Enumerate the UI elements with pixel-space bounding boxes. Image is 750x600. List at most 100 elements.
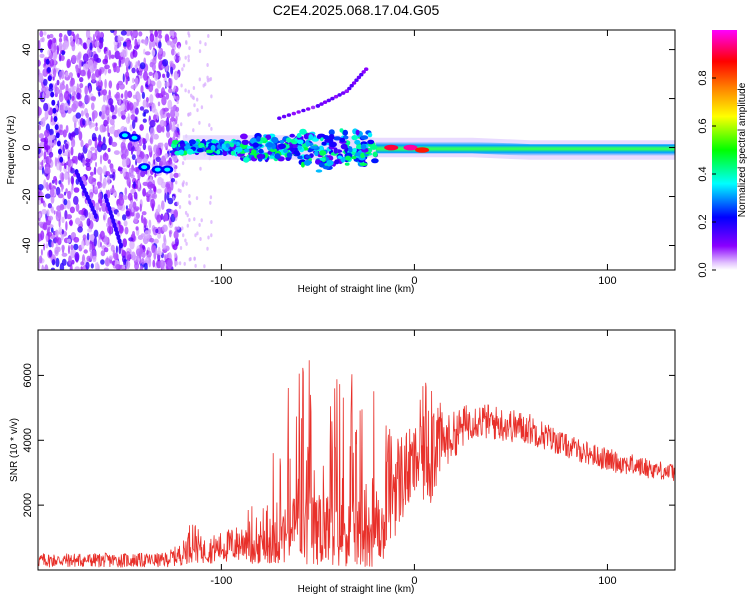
- noise-blob: [187, 58, 190, 63]
- ridge-blob: [348, 146, 353, 153]
- noise-blob: [48, 182, 52, 190]
- noise-blob: [110, 164, 114, 173]
- noise-blob: [91, 110, 98, 119]
- noise-blob: [131, 230, 136, 237]
- noise-blob: [107, 159, 112, 165]
- noise-blob: [49, 128, 54, 136]
- noise-blob: [172, 240, 175, 245]
- snr-line: [38, 360, 675, 568]
- noise-blob: [121, 114, 126, 120]
- noise-blob: [73, 243, 79, 251]
- noise-blob: [47, 231, 53, 237]
- noise-blob: [181, 183, 185, 188]
- noise-blob: [124, 90, 128, 100]
- y-tick-label: 2000: [22, 493, 34, 517]
- noise-blob: [103, 119, 108, 127]
- noise-blob: [56, 205, 62, 212]
- noise-blob: [125, 157, 130, 166]
- noise-blob: [38, 160, 41, 170]
- noise-blob: [138, 74, 143, 79]
- noise-blob: [144, 51, 151, 56]
- x-tick-label: -100: [210, 575, 232, 587]
- noise-blob: [164, 153, 169, 159]
- noise-blob: [195, 196, 199, 201]
- trace-point: [354, 78, 359, 82]
- noise-blob: [149, 94, 154, 104]
- noise-blob: [69, 206, 75, 214]
- noise-blob: [137, 171, 141, 181]
- noise-blob: [73, 195, 79, 205]
- noise-blob: [144, 230, 150, 239]
- noise-blob: [95, 162, 97, 167]
- ridge-blob: [290, 147, 294, 152]
- noise-blob: [67, 30, 72, 37]
- ridge-blob: [289, 133, 296, 138]
- noise-blob: [133, 191, 138, 200]
- noise-blob: [58, 53, 62, 62]
- noise-blob: [88, 139, 92, 146]
- noise-blob: [43, 179, 47, 189]
- noise-streak: [50, 91, 55, 98]
- noise-blob: [126, 102, 130, 111]
- noise-blob: [55, 235, 59, 243]
- noise-blob: [76, 92, 81, 100]
- noise-blob: [86, 117, 90, 126]
- noise-blob: [130, 212, 135, 217]
- noise-streak: [56, 140, 61, 147]
- noise-blob: [165, 92, 170, 100]
- trace-point: [333, 94, 339, 99]
- ridge-blob: [283, 149, 289, 153]
- noise-blob: [182, 63, 186, 68]
- noise-blob: [98, 91, 101, 97]
- noise-blob: [170, 178, 176, 183]
- noise-blob: [204, 42, 207, 47]
- noise-blob: [67, 190, 72, 200]
- noise-blob: [198, 49, 202, 54]
- noise-blob: [90, 146, 96, 151]
- noise-blob: [87, 68, 92, 79]
- noise-blob: [88, 120, 93, 129]
- ridge-blob: [278, 143, 286, 150]
- noise-blob: [47, 215, 54, 221]
- noise-blob: [70, 166, 73, 172]
- noise-blob: [97, 32, 100, 39]
- ridge-blob: [267, 150, 273, 155]
- noise-blob: [159, 259, 165, 270]
- noise-streak: [55, 132, 60, 139]
- noise-blob: [206, 63, 209, 67]
- trace-point: [349, 83, 354, 88]
- noise-blob: [151, 102, 156, 113]
- noise-blob: [170, 106, 175, 115]
- noise-blob: [125, 205, 128, 210]
- ridge-blob: [241, 139, 249, 145]
- noise-blob: [47, 91, 51, 97]
- noise-streak: [52, 107, 57, 114]
- noise-blob: [80, 266, 83, 270]
- ridge-blob: [240, 133, 248, 140]
- ridge-blob: [258, 148, 264, 154]
- noise-blob: [41, 86, 47, 93]
- noise-blob: [52, 37, 57, 44]
- noise-blob: [173, 172, 179, 178]
- noise-blob: [160, 155, 167, 166]
- noise-blob: [95, 80, 98, 87]
- noise-blob: [189, 111, 192, 116]
- noise-blob: [177, 134, 181, 139]
- noise-blob: [166, 117, 170, 126]
- noise-blob: [76, 57, 79, 63]
- noise-streak: [59, 156, 64, 163]
- ridge-blob: [314, 150, 319, 157]
- noise-blob: [71, 54, 77, 64]
- noise-blob: [82, 234, 87, 240]
- noise-blob: [175, 180, 178, 185]
- noise-blob: [55, 186, 61, 196]
- noise-blob: [82, 63, 89, 70]
- ridge-blob: [367, 147, 373, 153]
- noise-blob: [173, 111, 180, 118]
- ridge-blob: [286, 137, 292, 143]
- noise-blob: [98, 192, 103, 201]
- noise-blob: [145, 132, 149, 142]
- ridge-blob: [243, 156, 250, 163]
- spectrogram-content: [38, 30, 675, 270]
- noise-blob: [42, 116, 47, 122]
